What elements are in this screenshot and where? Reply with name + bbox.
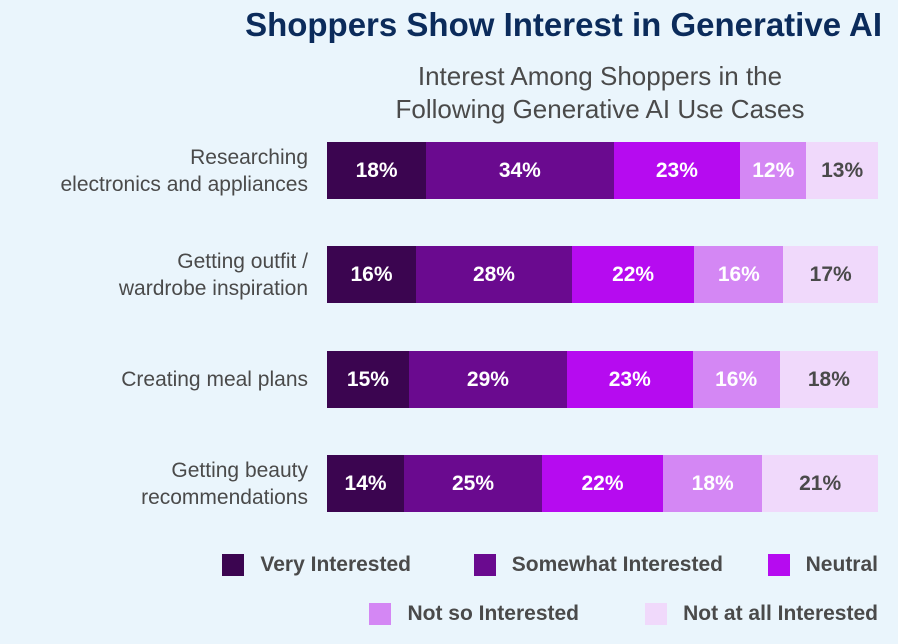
bar-row: 18% 34% 23% 12% 13% [327, 142, 878, 199]
data-label: 16% [350, 262, 393, 286]
bar-segment: 15% [327, 351, 409, 408]
chart-subtitle-line2: Following Generative AI Use Cases [395, 94, 805, 124]
bar-segment: 28% [416, 246, 572, 303]
legend-item: Not at all Interested [645, 602, 878, 626]
category-label: Getting outfit / wardrobe inspiration [119, 248, 308, 302]
bar-segment: 21% [762, 455, 878, 512]
legend-swatch [222, 554, 245, 576]
bar-segment: 18% [663, 455, 763, 512]
bar-segment: 29% [408, 351, 568, 408]
legend-item: Neutral [767, 553, 878, 577]
legend-label: Somewhat Interested [511, 553, 723, 576]
chart-subtitle-line1: Interest Among Shoppers in the [417, 61, 783, 91]
chart-title: Shoppers Show Interest in Generative AI [245, 6, 882, 43]
bar-row: 16% 28% 22% 16% 17% [327, 246, 878, 303]
category-label-line: electronics and appliances [60, 172, 309, 196]
legend-swatch [473, 554, 496, 576]
data-label: 22% [581, 471, 624, 495]
data-label: 23% [608, 367, 651, 391]
data-label: 21% [799, 471, 842, 495]
category-label-line: Getting outfit / [177, 249, 308, 273]
bar-segment: 16% [694, 246, 784, 303]
data-label: 34% [498, 158, 541, 182]
data-label: 13% [821, 158, 864, 182]
category-label-line: Creating meal plans [121, 368, 308, 391]
bar-segment: 25% [404, 455, 542, 512]
bar-segment: 12% [740, 142, 807, 199]
category-label-line: Getting beauty [171, 458, 308, 482]
bar-row: 14% 25% 22% 18% 21% [327, 455, 878, 512]
category-label: Researching electronics and appliances [61, 144, 309, 198]
data-label: 28% [472, 262, 515, 286]
bar-segment: 23% [613, 142, 741, 199]
bar-segment: 23% [567, 351, 693, 408]
data-label: 23% [655, 158, 698, 182]
category-label-line: recommendations [141, 485, 308, 509]
data-label: 22% [612, 262, 655, 286]
legend-swatch [645, 603, 668, 625]
bar-row: 15% 29% 23% 16% 18% [327, 351, 878, 408]
legend-swatch [369, 603, 392, 625]
data-label: 29% [466, 367, 509, 391]
legend-label: Not at all Interested [683, 602, 878, 625]
bar-segment: 17% [783, 246, 878, 303]
data-label: 16% [715, 367, 758, 391]
data-label: 17% [809, 262, 852, 286]
legend-label: Very Interested [260, 553, 411, 576]
bar-segment: 22% [571, 246, 695, 303]
data-label: 12% [752, 158, 795, 182]
data-label: 18% [691, 471, 734, 495]
data-label: 14% [344, 471, 387, 495]
data-label: 18% [355, 158, 398, 182]
bar-segment: 34% [426, 142, 614, 199]
data-label: 15% [346, 367, 389, 391]
category-label-line: wardrobe inspiration [118, 276, 308, 300]
legend-swatch [767, 554, 790, 576]
data-label: 16% [717, 262, 760, 286]
bar-segment: 16% [327, 246, 417, 303]
data-label: 25% [451, 471, 495, 495]
data-label: 18% [807, 367, 850, 391]
legend-item: Somewhat Interested [473, 553, 723, 577]
bar-segment: 18% [327, 142, 427, 199]
legend-item: Very Interested [222, 553, 411, 577]
legend-label: Not so Interested [407, 602, 579, 625]
bar-segment: 22% [541, 455, 664, 512]
category-label-line: Researching [190, 145, 308, 169]
bar-segment: 16% [692, 351, 780, 408]
bar-segment: 14% [327, 455, 405, 512]
legend-item: Not so Interested [369, 602, 579, 626]
category-label: Getting beauty recommendations [141, 457, 308, 511]
bar-segment: 18% [779, 351, 878, 408]
category-label: Creating meal plans [121, 366, 308, 393]
legend-label: Neutral [805, 553, 878, 576]
bar-segment: 13% [806, 142, 878, 199]
